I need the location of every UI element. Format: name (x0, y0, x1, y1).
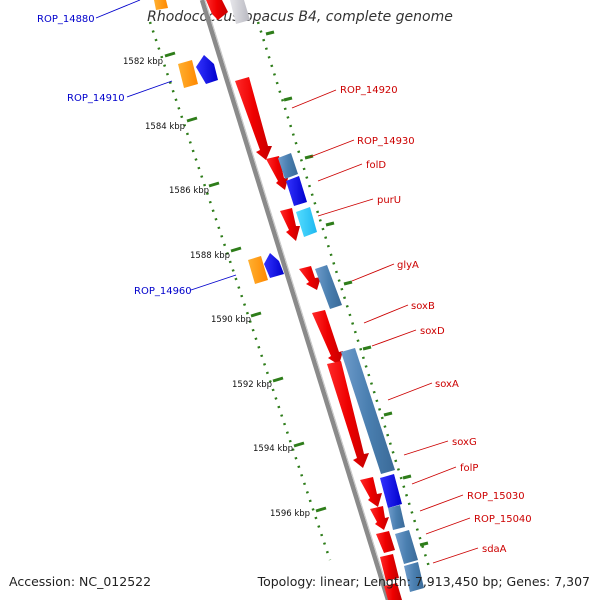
accession-label: Accession: NC_012522 (9, 574, 152, 589)
gene-feature (360, 477, 382, 507)
gene-feature (206, 0, 228, 20)
plus-strand-genes (206, 0, 402, 600)
gene-feature (388, 505, 405, 530)
minus-strand-genes (154, 0, 284, 284)
gene-feature (380, 554, 399, 581)
tick-mark (293, 441, 305, 448)
gene-label-soxd[interactable]: soxD (420, 326, 445, 337)
tick-mark (272, 376, 284, 383)
gene-label-folp[interactable]: folP (460, 463, 478, 474)
tick-label-1582: 1582 kbp (123, 57, 163, 67)
gene-feature (196, 55, 218, 84)
tick-mark (164, 51, 176, 58)
tick-label-1590: 1590 kbp (211, 315, 251, 325)
tick-mark (230, 246, 242, 253)
tick-mark (250, 311, 262, 318)
gene-feature (380, 474, 402, 508)
gene-feature (280, 208, 300, 241)
gene-label-sdaa[interactable]: sdaA (482, 544, 507, 555)
gene-feature (384, 583, 402, 600)
tick-label-1586: 1586 kbp (169, 186, 209, 196)
genome-backbone (199, 0, 391, 600)
tick-label-1594: 1594 kbp (253, 444, 293, 454)
gene-feature (264, 253, 284, 278)
gene-label-rop14960[interactable]: ROP_14960 (134, 286, 192, 297)
tick-label-1588: 1588 kbp (190, 251, 230, 261)
gene-label-rop14930[interactable]: ROP_14930 (357, 136, 415, 147)
gene-feature (286, 176, 307, 206)
gene-feature (376, 531, 395, 553)
gene-label-soxb[interactable]: soxB (411, 301, 435, 312)
gene-feature (178, 60, 198, 88)
gene-feature (296, 207, 317, 237)
tick-mark (186, 116, 198, 123)
gene-feature (395, 530, 418, 564)
gene-feature (235, 77, 272, 160)
right-outer-track (256, 21, 432, 571)
gene-feature (327, 361, 369, 468)
gene-label-fold[interactable]: folD (366, 160, 386, 171)
accessory-genes (278, 153, 424, 592)
leader-lines (95, 0, 479, 564)
gene-label-rop15030[interactable]: ROP_15030 (467, 491, 525, 502)
gene-feature (370, 506, 389, 530)
gene-feature (404, 562, 424, 592)
gene-label-rop14880[interactable]: ROP_14880 (37, 14, 95, 25)
tick-mark (315, 506, 327, 513)
gene-feature (312, 310, 343, 365)
gene-feature (248, 256, 268, 284)
gene-label-rop14920[interactable]: ROP_14920 (340, 85, 398, 96)
genome-summary: Topology: linear; Length: 7,913,450 bp; … (257, 574, 590, 589)
gene-label-rop14910[interactable]: ROP_14910 (67, 93, 125, 104)
tick-label-1592: 1592 kbp (232, 380, 272, 390)
gene-label-rop15040[interactable]: ROP_15040 (474, 514, 532, 525)
gene-feature (278, 153, 298, 179)
tick-label-1584: 1584 kbp (145, 122, 185, 132)
gene-label-puru[interactable]: purU (377, 195, 401, 206)
gene-feature (154, 0, 168, 10)
gene-feature (266, 156, 288, 190)
tick-label-1596: 1596 kbp (270, 509, 310, 519)
gene-label-soxa[interactable]: soxA (435, 379, 459, 390)
tick-mark (208, 181, 220, 188)
gene-feature (299, 266, 321, 290)
gene-label-glya[interactable]: glyA (397, 260, 419, 271)
gene-feature (230, 0, 250, 24)
gene-label-soxg[interactable]: soxG (452, 437, 477, 448)
gene-feature (341, 348, 395, 474)
gene-feature (315, 265, 342, 309)
